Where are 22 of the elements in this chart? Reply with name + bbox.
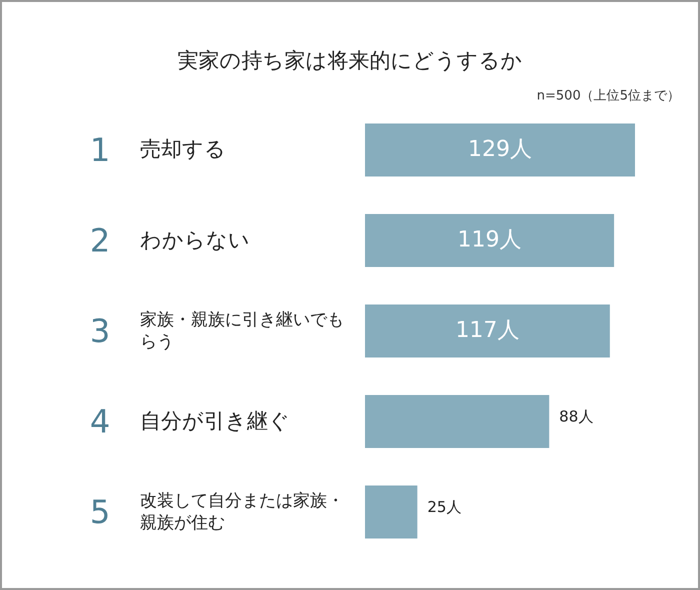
bar <box>365 214 614 267</box>
text: 3 <box>90 312 110 350</box>
text: 4 <box>90 402 110 440</box>
text: 2 <box>90 221 110 260</box>
bar <box>365 486 418 538</box>
data-label: 117人 <box>455 318 520 344</box>
y-tick-label: 改装して自分または家族・親族が住む <box>140 490 345 535</box>
bar <box>365 395 550 448</box>
y-tick-label: 自分が引き継ぐ <box>140 408 291 435</box>
chart-title: 実家の持ち家は将来的にどうするか <box>178 48 522 73</box>
y-tick-label: 売却する <box>140 136 227 164</box>
bar <box>365 124 635 176</box>
y-tick-label: 家族・親族に引き継いでもらう <box>140 308 345 354</box>
data-label: 25人 <box>427 498 462 516</box>
text: 5 <box>90 492 110 531</box>
bar <box>365 304 610 358</box>
data-label: 88人 <box>559 408 594 426</box>
text: 1 <box>90 130 110 169</box>
data-label: 119人 <box>458 228 522 253</box>
y-tick-label: わからない <box>140 226 251 254</box>
data-label: 129人 <box>468 137 532 162</box>
chart-subtitle: n=500（上位5位まで） <box>536 88 680 104</box>
